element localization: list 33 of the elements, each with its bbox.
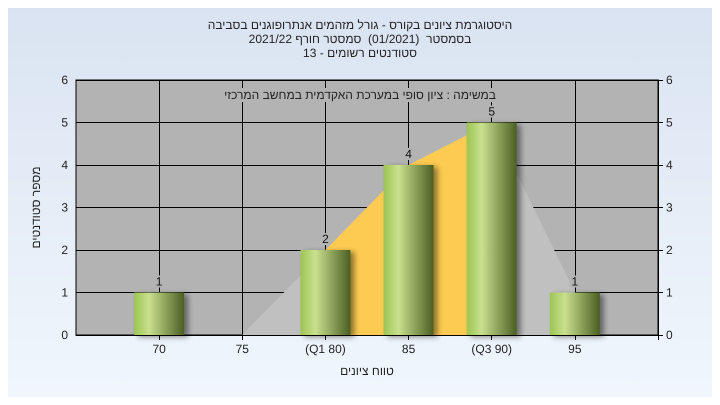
y2-tick-label: 1 [666,286,673,300]
chart-title: היסטוגרמת ציונים בקורס - גורל מזהמים אנתרופוגנים בסביבה [208,18,512,32]
y-tick-label: 2 [61,243,68,257]
x-tick-label: 95 [568,342,582,356]
data-label: 1 [156,274,163,288]
x-axis-title: טווח ציונים [340,364,394,378]
y-tick-label: 1 [61,286,68,300]
y2-tick-label: 6 [666,73,673,87]
x-tick-label: 70 [152,342,166,356]
bar [300,250,350,335]
y2-tick-label: 5 [666,116,673,130]
data-label: 4 [405,147,412,161]
x-tick-label: (Q3 90) [471,342,512,356]
y2-tick-label: 2 [666,243,673,257]
y2-tick-label: 4 [666,158,673,172]
bar [550,292,600,335]
data-label: 1 [572,274,579,288]
y-axis-title: מספר סטודנטים [29,166,43,249]
annotation: במשימה : ציון סופי במערכת האקדמית במחשב המרכזי [224,88,496,102]
x-tick-label: 75 [236,342,250,356]
x-tick-label: (Q1 80) [305,342,346,356]
y2-tick-label: 3 [666,200,673,214]
y-tick-label: 0 [61,328,68,342]
y-tick-label: 6 [61,73,68,87]
data-label: 5 [488,104,496,118]
x-tick-label: 85 [402,342,416,356]
y-tick-label: 4 [61,158,68,172]
data-label: 2 [322,232,330,246]
y2-tick-label: 0 [666,328,673,342]
y-tick-label: 3 [61,200,68,214]
chart-subtitle: בסמסטר (01/2021) סמסטר חורף 2021/22 סטודנטים רשומים - 13 [248,32,472,60]
bar [134,292,184,335]
y-tick-label: 5 [61,116,68,130]
